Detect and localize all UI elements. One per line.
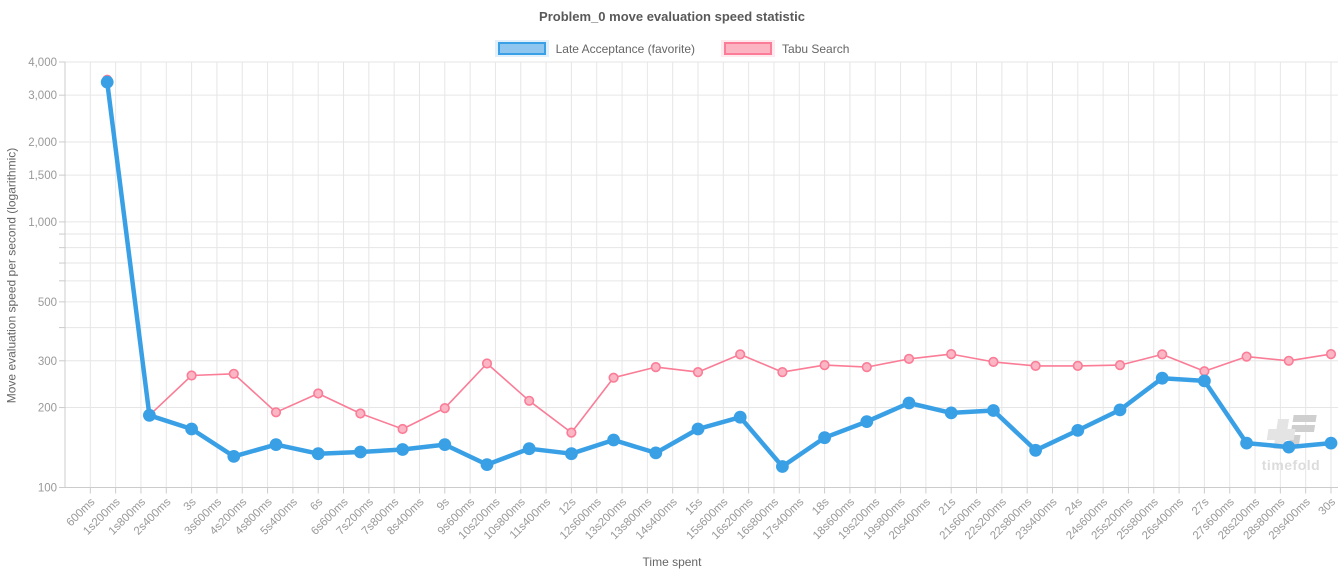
- data-point-tabu-search: [1157, 349, 1168, 360]
- data-point-late-acceptance-favorite: [607, 433, 620, 447]
- svg-text:3,000: 3,000: [28, 90, 57, 102]
- data-point-tabu-search: [1325, 349, 1337, 360]
- data-point-tabu-search: [1283, 355, 1294, 366]
- data-point-late-acceptance-favorite: [1240, 436, 1253, 450]
- data-point-tabu-search: [1072, 360, 1083, 372]
- data-point-late-acceptance-favorite: [649, 446, 663, 460]
- data-point-tabu-search: [186, 370, 197, 381]
- data-point-late-acceptance-favorite: [269, 438, 283, 451]
- axis-lines: [64, 62, 1338, 488]
- legend-swatch-late-acceptance-icon: [494, 40, 549, 57]
- data-point-late-acceptance-favorite: [227, 449, 241, 463]
- x-axis-title: Time spent: [642, 555, 702, 569]
- data-point-late-acceptance-favorite: [1029, 443, 1042, 457]
- data-point-tabu-search: [481, 358, 493, 369]
- data-point-late-acceptance-favorite: [100, 75, 114, 89]
- data-point-tabu-search: [524, 395, 535, 406]
- svg-text:500: 500: [38, 297, 57, 309]
- data-point-tabu-search: [313, 388, 324, 399]
- svg-text:24s: 24s: [1063, 496, 1085, 518]
- data-point-tabu-search: [692, 367, 704, 378]
- data-point-late-acceptance-favorite: [902, 396, 916, 410]
- svg-text:4,000: 4,000: [28, 57, 57, 69]
- svg-text:3s: 3s: [182, 496, 199, 513]
- data-point-late-acceptance-favorite: [733, 410, 747, 424]
- x-gridlines: [89, 62, 1332, 494]
- page-title: Problem_0 move evaluation speed statisti…: [539, 9, 805, 24]
- data-point-late-acceptance-favorite: [480, 458, 494, 471]
- svg-text:200: 200: [38, 403, 57, 415]
- legend-label-tabu-search: Tabu Search: [782, 41, 850, 56]
- data-point-tabu-search: [355, 408, 366, 419]
- y-tick-labels: 4,000 3,000 2,000 1,500 1,000 500 300 200 100: [28, 57, 57, 495]
- svg-text:12s: 12s: [557, 496, 579, 518]
- data-point-tabu-search: [439, 403, 450, 414]
- data-point-tabu-search: [608, 372, 619, 383]
- data-point-late-acceptance-favorite: [1155, 371, 1169, 385]
- data-point-late-acceptance-favorite: [142, 408, 156, 422]
- data-point-tabu-search: [903, 353, 915, 365]
- svg-text:1,000: 1,000: [28, 217, 57, 229]
- data-point-late-acceptance-favorite: [522, 442, 536, 456]
- data-point-late-acceptance-favorite: [944, 406, 958, 420]
- data-point-tabu-search: [397, 423, 408, 435]
- data-point-late-acceptance-favorite: [311, 447, 325, 461]
- data-point-late-acceptance-favorite: [1071, 423, 1085, 437]
- data-point-late-acceptance-favorite: [987, 404, 1000, 417]
- data-point-tabu-search: [988, 356, 999, 368]
- svg-text:15s: 15s: [684, 496, 706, 518]
- svg-text:100: 100: [38, 483, 57, 495]
- data-point-tabu-search: [1241, 351, 1252, 362]
- data-point-tabu-search: [777, 367, 788, 378]
- legend-swatch-tabu-search-icon: [721, 40, 776, 57]
- svg-text:6s: 6s: [308, 496, 325, 513]
- data-point-late-acceptance-favorite: [1282, 440, 1296, 454]
- data-point-late-acceptance-favorite: [860, 415, 874, 428]
- svg-text:2,000: 2,000: [28, 137, 57, 149]
- data-point-late-acceptance-favorite: [396, 443, 409, 456]
- svg-text:21s: 21s: [937, 496, 959, 518]
- data-point-late-acceptance-favorite: [776, 460, 789, 473]
- timefold-logo-icon: [1266, 415, 1317, 449]
- data-point-late-acceptance-favorite: [691, 422, 705, 436]
- data-point-tabu-search: [228, 368, 239, 379]
- svg-text:1,500: 1,500: [28, 170, 57, 182]
- timefold-watermark: timefold: [1262, 415, 1320, 473]
- legend-label-late-acceptance: Late Acceptance (favorite): [555, 41, 696, 56]
- svg-text:9s: 9s: [435, 496, 452, 513]
- svg-text:30s: 30s: [1317, 496, 1339, 518]
- data-point-tabu-search: [1030, 360, 1041, 372]
- data-point-tabu-search: [270, 407, 282, 418]
- series-tabu-search: [102, 74, 1337, 438]
- svg-text:18s: 18s: [810, 496, 832, 518]
- data-point-tabu-search: [1114, 360, 1126, 371]
- data-point-late-acceptance-favorite: [185, 422, 198, 436]
- data-point-late-acceptance-favorite: [818, 431, 831, 445]
- data-point-late-acceptance-favorite: [565, 447, 578, 461]
- data-point-tabu-search: [566, 427, 577, 438]
- data-point-late-acceptance-favorite: [438, 438, 452, 451]
- data-point-tabu-search: [819, 360, 830, 371]
- data-point-late-acceptance-favorite: [1324, 436, 1338, 450]
- series-late-acceptance-favorite: [100, 75, 1338, 473]
- data-point-tabu-search: [861, 362, 872, 373]
- data-point-tabu-search: [735, 349, 746, 360]
- chart-legend: Late Acceptance (favorite) Tabu Search: [0, 40, 1344, 57]
- data-point-late-acceptance-favorite: [1113, 403, 1127, 417]
- data-point-tabu-search: [946, 349, 957, 360]
- data-point-late-acceptance-favorite: [353, 445, 367, 459]
- timefold-watermark-text: timefold: [1262, 457, 1320, 473]
- legend-item-tabu-search[interactable]: Tabu Search: [721, 40, 849, 57]
- data-point-late-acceptance-favorite: [1198, 374, 1211, 388]
- svg-text:300: 300: [38, 356, 57, 368]
- data-point-tabu-search: [650, 362, 661, 373]
- data-point-tabu-search: [1199, 366, 1210, 377]
- legend-item-late-acceptance[interactable]: Late Acceptance (favorite): [494, 40, 696, 57]
- svg-text:27s: 27s: [1190, 496, 1212, 518]
